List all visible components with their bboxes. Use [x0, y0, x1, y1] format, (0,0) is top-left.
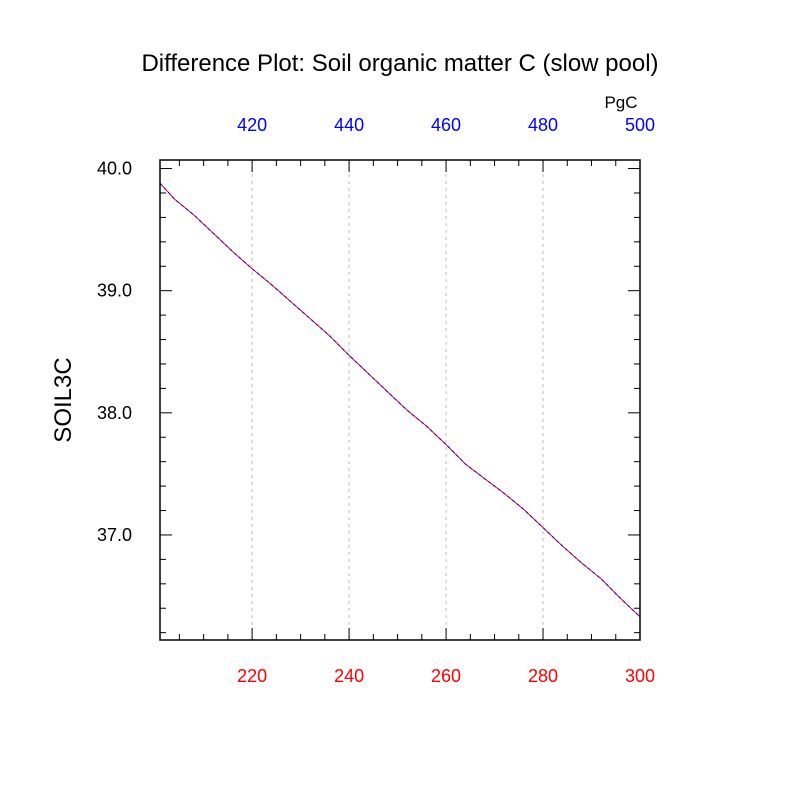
- top-axis-unit-label: PgC: [604, 93, 637, 112]
- y-tick-label: 37.0: [97, 525, 132, 545]
- grid-lines: [251, 160, 544, 640]
- tick-labels: 220 240 260 280 300 420 440 460 480 500 37.0 38.0 39…: [97, 115, 655, 686]
- plot-frame: [159, 159, 641, 641]
- y-tick-label: 39.0: [97, 281, 132, 301]
- data-series: [159, 182, 641, 618]
- top-tick-label: 420: [237, 115, 267, 135]
- series-line-0: [159, 182, 641, 618]
- y-axis-label: SOIL3C: [50, 357, 77, 442]
- axis-ticks: [160, 160, 641, 640]
- top-tick-label: 480: [528, 115, 558, 135]
- x-tick-label: 240: [334, 666, 364, 686]
- x-tick-label: 280: [528, 666, 558, 686]
- x-tick-label: 260: [431, 666, 461, 686]
- top-tick-label: 500: [625, 115, 655, 135]
- y-tick-label: 38.0: [97, 403, 132, 423]
- y-tick-label: 40.0: [97, 159, 132, 179]
- chart-title: Difference Plot: Soil organic matter C (…: [141, 50, 658, 77]
- top-tick-label: 460: [431, 115, 461, 135]
- x-tick-label: 300: [625, 666, 655, 686]
- top-tick-label: 440: [334, 115, 364, 135]
- x-tick-label: 220: [237, 666, 267, 686]
- series-line-0-overlay: [159, 182, 641, 618]
